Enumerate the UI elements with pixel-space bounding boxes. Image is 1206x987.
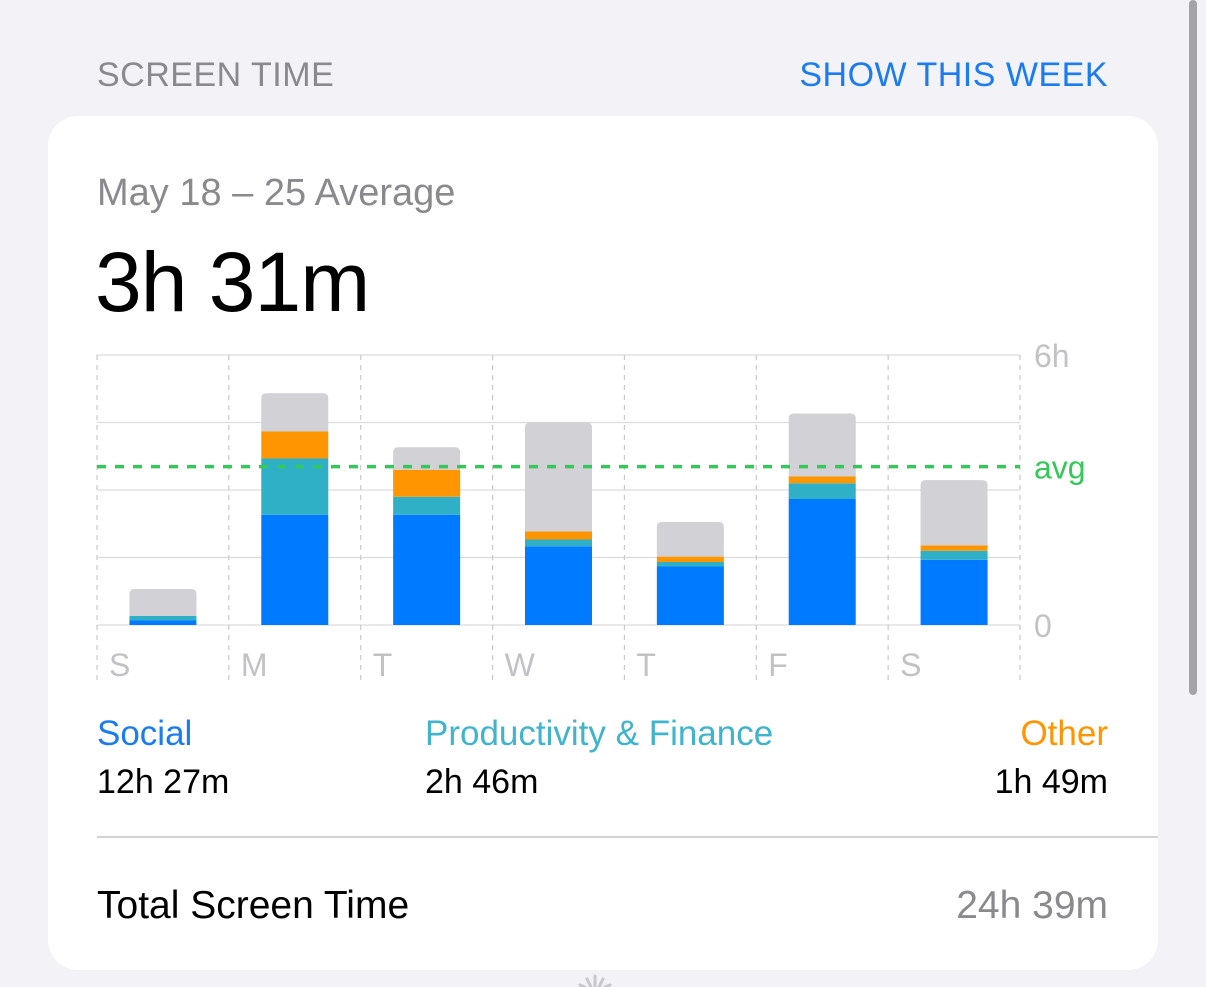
bar-segment-social [129,620,197,625]
screen-time-chart[interactable]: S M T W T F S 6h 0 avg [48,116,1158,970]
total-screen-time-label: Total Screen Time [97,884,410,927]
legend-label-productivity: Productivity & Finance [425,714,774,753]
x-tick-label: M [241,647,268,683]
bar-segment-productivity-finance [920,550,988,560]
bar-segment-social [788,499,856,625]
bar-segment-productivity-finance [525,539,592,547]
legend-label-other: Other [1020,714,1108,753]
average-time: 3h 31m [95,235,370,329]
y-tick-label: 6h [1034,338,1070,374]
loading-spinner-icon [578,974,612,987]
legend-item-social: Social 12h 27m [97,714,229,802]
bar-segment-series-4 [920,480,988,546]
bar-segment-social [525,546,592,625]
x-tick-label: F [768,647,788,683]
bar-segment-series-4 [129,589,197,616]
x-tick-label: T [636,647,656,683]
bar-segment-series-4 [525,422,592,532]
bar-segment-other [393,469,461,497]
date-range-subtitle: May 18 – 25 Average [97,172,456,214]
bar-segment-social [393,514,461,625]
bar-segment-series-4 [656,521,724,557]
x-tick-label: W [505,647,536,683]
bar-segment-social [656,566,724,625]
x-tick-label: T [373,647,393,683]
bar-segment-other [920,545,988,551]
x-tick-label: S [900,647,921,683]
legend-item-productivity: Productivity & Finance 2h 46m [425,714,773,802]
bar-segment-social [920,559,988,625]
bar-segment-other [656,556,724,562]
bar-segment-other [261,431,329,459]
bar-segment-series-4 [261,393,329,432]
x-tick-label: S [109,647,130,683]
bar-segment-productivity-finance [129,616,197,621]
total-screen-time-value: 24h 39m [956,884,1108,927]
bar-segment-series-4 [393,447,461,470]
y-tick-label: 0 [1034,608,1052,644]
bar-segment-series-4 [788,413,856,477]
screen-time-card: May 18 – 25 Average 3h 31m S M T W T F S 6h 0 avg… [48,116,1158,970]
legend-item-other: Other 1h 49m [995,714,1108,802]
legend-value-productivity: 2h 46m [425,763,539,801]
section-header: SCREEN TIME [97,56,335,94]
average-label: avg [1034,450,1086,486]
show-this-week-button[interactable]: SHOW THIS WEEK [799,56,1108,94]
bar-segment-productivity-finance [393,496,461,515]
bar-segment-other [788,476,856,484]
legend-value-social: 12h 27m [97,763,230,801]
bar-segment-other [525,531,592,540]
bar-segment-social [261,514,329,625]
divider [97,836,1158,838]
legend-value-other: 1h 49m [994,763,1108,801]
bar-segment-productivity-finance [656,562,724,567]
scrollbar[interactable] [1189,0,1197,695]
legend-label-social: Social [97,714,193,753]
bar-segment-productivity-finance [788,483,856,499]
